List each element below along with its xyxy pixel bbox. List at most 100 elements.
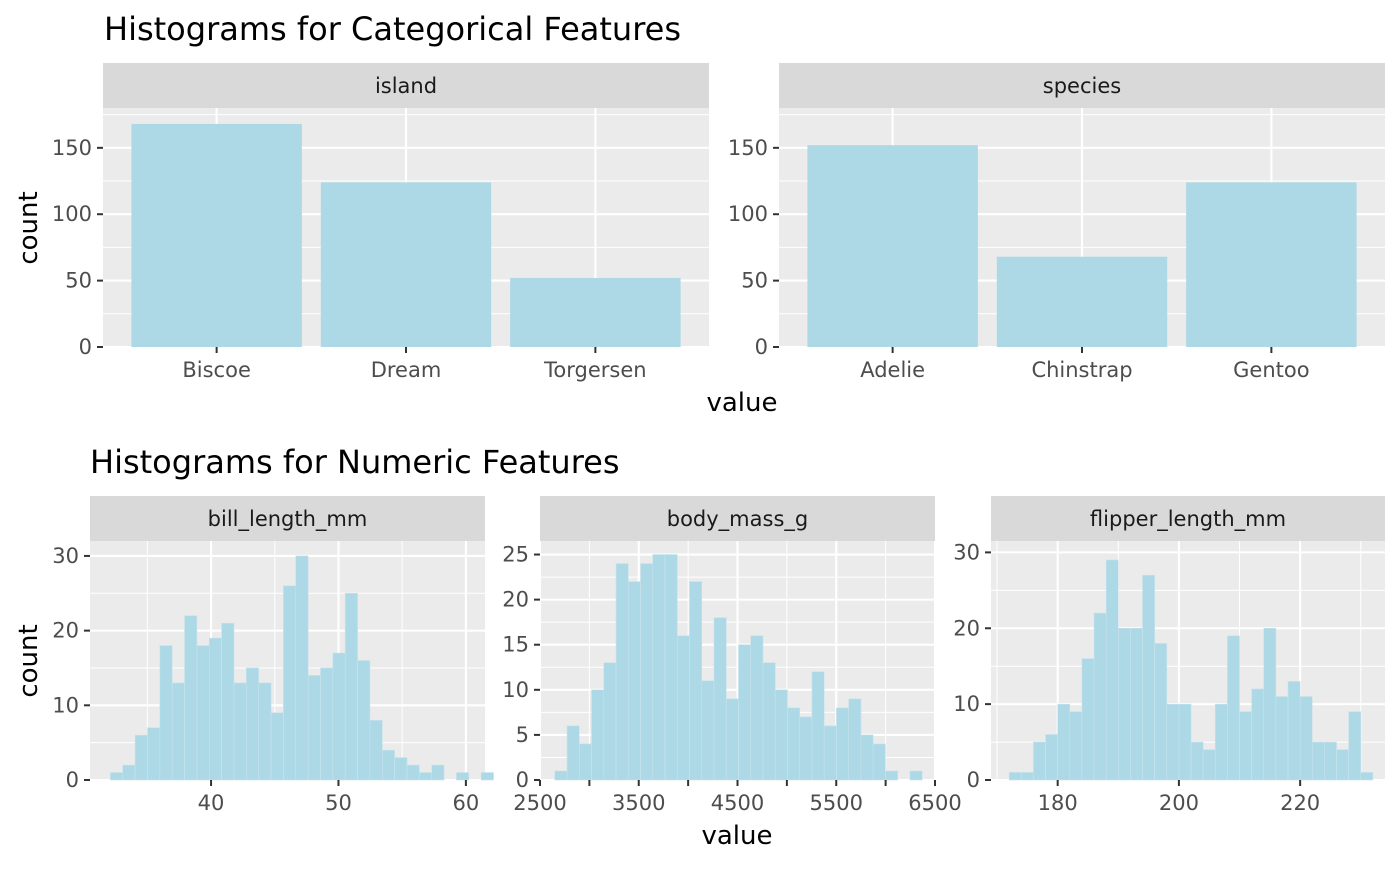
histogram-bar: [456, 772, 470, 781]
histogram-bar: [171, 682, 185, 781]
histogram-bar: [258, 682, 272, 781]
strip-label-flipper_length_mm: flipper_length_mm: [1090, 507, 1286, 532]
histogram-bar: [110, 772, 124, 781]
histogram-bar: [332, 652, 346, 781]
bottom-x-axis-title: value: [701, 821, 772, 851]
histogram-bar: [419, 772, 433, 781]
strip-background: [779, 63, 1385, 108]
histogram-bar: [615, 563, 629, 781]
histogram-bar: [357, 660, 371, 781]
histogram-bar: [369, 719, 383, 781]
x-tick-label: 200: [1159, 791, 1199, 815]
histogram-bar: [738, 644, 752, 781]
histogram-bar: [909, 770, 923, 781]
top-x-axis-title: value: [706, 388, 777, 418]
strip-label-species: species: [1043, 74, 1121, 98]
histogram-bar: [1130, 627, 1143, 781]
histogram-bar: [1008, 772, 1022, 781]
x-tick-label: Biscoe: [182, 358, 251, 382]
x-tick-label: 50: [325, 791, 352, 815]
top-title: Histograms for Categorical Features: [104, 10, 681, 48]
strip-background: [540, 496, 935, 541]
bar-Dream: [320, 182, 492, 347]
x-tick-label: Chinstrap: [1031, 358, 1132, 382]
y-tick-label: 50: [65, 269, 92, 293]
x-tick-label: 180: [1038, 791, 1078, 815]
histogram-bar: [1311, 741, 1325, 781]
histogram-bar: [652, 554, 666, 781]
histogram-bar: [1263, 627, 1277, 781]
histogram-bar: [431, 764, 445, 781]
histogram-bar: [1045, 734, 1058, 781]
histogram-bar: [1190, 741, 1204, 781]
histogram-bar: [762, 662, 776, 781]
histogram-bar: [689, 581, 703, 781]
y-tick-label: 10: [953, 692, 980, 716]
histogram-bar: [811, 671, 825, 781]
x-tick-label: Adelie: [860, 358, 925, 382]
y-tick-label: 20: [953, 616, 980, 640]
panel-bill_length_mm: bill_length_mm 40 50 60 0 10 20 30: [52, 496, 494, 815]
y-tick-label: 0: [79, 335, 92, 359]
histogram-bar: [1142, 574, 1155, 781]
y-tick-label: 5: [516, 723, 529, 747]
histogram-bar: [566, 725, 580, 781]
y-tick-label: 10: [52, 693, 79, 717]
x-tick-label: 6500: [908, 791, 961, 815]
histogram-bar: [676, 635, 690, 781]
histogram-bar: [1166, 703, 1180, 781]
y-tick-label: 30: [52, 544, 79, 568]
histogram-bar: [1021, 772, 1034, 781]
x-tick-label: 60: [453, 791, 480, 815]
x-tick-label: 5500: [810, 791, 863, 815]
histogram-bar: [381, 749, 395, 781]
histogram-bar: [246, 667, 260, 781]
histogram-bar: [1105, 559, 1119, 781]
y-tick-label: 0: [967, 768, 980, 792]
histogram-bar: [1324, 741, 1337, 781]
histogram-bar: [836, 707, 849, 781]
bar-Gentoo: [1186, 182, 1357, 347]
histogram-bar: [750, 635, 764, 781]
strip-background: [991, 496, 1385, 541]
y-tick-label: 150: [52, 136, 92, 160]
histogram-bar: [159, 645, 173, 781]
y-tick-label: 20: [52, 619, 79, 643]
histogram-bar: [394, 757, 408, 781]
histogram-bar: [848, 698, 862, 781]
histogram-bar: [640, 563, 654, 781]
x-tick-label: 2500: [513, 791, 566, 815]
x-tick-label: 220: [1280, 791, 1320, 815]
histogram-bar: [1287, 681, 1301, 781]
histogram-bar: [122, 764, 136, 781]
x-tick-label: Dream: [371, 358, 442, 382]
x-tick-label: Torgersen: [543, 358, 646, 382]
y-tick-label: 0: [516, 768, 529, 792]
histogram-bar: [283, 585, 297, 781]
bar-Torgersen: [510, 277, 681, 347]
bar-Biscoe: [131, 123, 302, 347]
histogram-bar: [1093, 612, 1107, 781]
histogram-bar: [701, 680, 715, 781]
histogram-bar: [591, 689, 605, 781]
histogram-bar: [233, 682, 247, 781]
histogram-bar: [1251, 688, 1265, 781]
y-tick-label: 0: [66, 768, 79, 792]
histogram-bar: [295, 555, 309, 781]
y-tick-label: 20: [502, 588, 529, 612]
histogram-bar: [713, 617, 727, 781]
top-y-axis-title: count: [14, 191, 44, 264]
histogram-bar: [344, 592, 358, 781]
histogram-bar: [1033, 741, 1046, 781]
histogram-bar: [823, 725, 837, 781]
histogram-bar: [774, 689, 788, 781]
y-tick-label: 150: [728, 136, 768, 160]
bottom-title: Histograms for Numeric Features: [90, 443, 620, 481]
bottom-y-axis-title: count: [14, 624, 44, 697]
histogram-bar: [1069, 711, 1083, 781]
histogram-bar: [1178, 703, 1192, 781]
histogram-bar: [406, 764, 420, 781]
x-tick-label: 40: [198, 791, 225, 815]
